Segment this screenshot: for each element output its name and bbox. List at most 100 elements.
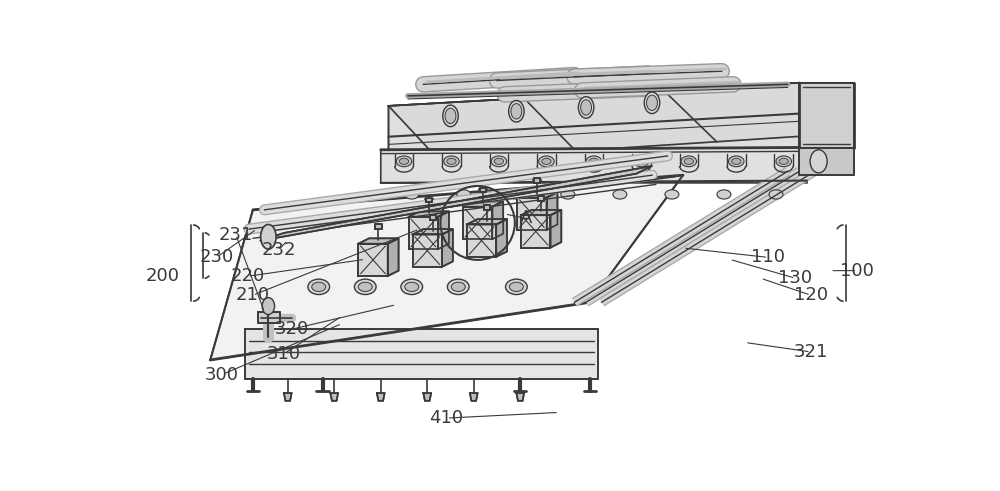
Polygon shape bbox=[423, 393, 431, 401]
Ellipse shape bbox=[509, 190, 523, 199]
Text: 321: 321 bbox=[794, 343, 828, 361]
Ellipse shape bbox=[561, 190, 575, 199]
Ellipse shape bbox=[637, 158, 646, 164]
Text: 130: 130 bbox=[778, 269, 812, 287]
Text: A: A bbox=[520, 210, 533, 227]
Text: 100: 100 bbox=[840, 262, 874, 280]
Polygon shape bbox=[799, 83, 854, 148]
Ellipse shape bbox=[681, 156, 697, 167]
Polygon shape bbox=[534, 178, 540, 183]
Polygon shape bbox=[463, 201, 503, 207]
Polygon shape bbox=[284, 393, 292, 401]
Ellipse shape bbox=[509, 101, 524, 122]
Polygon shape bbox=[480, 188, 486, 192]
Ellipse shape bbox=[491, 156, 507, 167]
Ellipse shape bbox=[684, 158, 693, 164]
Ellipse shape bbox=[581, 100, 592, 115]
Polygon shape bbox=[517, 197, 547, 230]
Ellipse shape bbox=[810, 150, 827, 173]
Ellipse shape bbox=[509, 282, 523, 292]
Text: 120: 120 bbox=[794, 286, 828, 304]
Polygon shape bbox=[426, 197, 432, 202]
Polygon shape bbox=[358, 244, 388, 276]
Ellipse shape bbox=[451, 282, 465, 292]
Ellipse shape bbox=[506, 279, 527, 295]
Text: 220: 220 bbox=[230, 267, 265, 285]
Text: 320: 320 bbox=[274, 320, 309, 338]
Polygon shape bbox=[516, 393, 524, 401]
Ellipse shape bbox=[262, 298, 275, 315]
Polygon shape bbox=[492, 201, 503, 239]
Polygon shape bbox=[521, 210, 561, 215]
Polygon shape bbox=[550, 210, 561, 247]
Ellipse shape bbox=[447, 279, 469, 295]
Polygon shape bbox=[413, 229, 453, 235]
Polygon shape bbox=[358, 238, 399, 244]
Ellipse shape bbox=[779, 158, 788, 164]
Polygon shape bbox=[470, 393, 478, 401]
Ellipse shape bbox=[586, 156, 602, 167]
Polygon shape bbox=[467, 219, 507, 224]
Polygon shape bbox=[799, 148, 854, 175]
Ellipse shape bbox=[729, 156, 744, 167]
Polygon shape bbox=[438, 212, 449, 249]
Ellipse shape bbox=[354, 279, 376, 295]
Ellipse shape bbox=[647, 95, 657, 110]
Polygon shape bbox=[381, 147, 807, 183]
Polygon shape bbox=[409, 212, 449, 217]
Text: 310: 310 bbox=[267, 345, 301, 363]
Ellipse shape bbox=[405, 282, 419, 292]
Ellipse shape bbox=[494, 158, 504, 164]
Polygon shape bbox=[377, 393, 385, 401]
Polygon shape bbox=[210, 175, 683, 360]
Ellipse shape bbox=[542, 158, 551, 164]
Text: 410: 410 bbox=[430, 409, 464, 427]
Polygon shape bbox=[430, 215, 436, 220]
Ellipse shape bbox=[769, 190, 783, 199]
Text: 231: 231 bbox=[219, 226, 253, 244]
Ellipse shape bbox=[732, 158, 741, 164]
Ellipse shape bbox=[312, 282, 326, 292]
Polygon shape bbox=[388, 83, 799, 171]
Ellipse shape bbox=[308, 279, 330, 295]
Text: 300: 300 bbox=[205, 366, 239, 383]
Polygon shape bbox=[258, 312, 280, 323]
Ellipse shape bbox=[589, 158, 599, 164]
Ellipse shape bbox=[261, 224, 276, 249]
Ellipse shape bbox=[776, 156, 792, 167]
Polygon shape bbox=[517, 192, 557, 197]
Ellipse shape bbox=[444, 156, 459, 167]
Polygon shape bbox=[413, 235, 442, 267]
Text: 230: 230 bbox=[199, 248, 234, 267]
Ellipse shape bbox=[443, 105, 458, 127]
Polygon shape bbox=[388, 238, 399, 276]
Ellipse shape bbox=[401, 279, 423, 295]
Polygon shape bbox=[521, 215, 550, 247]
Ellipse shape bbox=[405, 190, 419, 199]
Polygon shape bbox=[463, 207, 492, 239]
Ellipse shape bbox=[539, 156, 554, 167]
Ellipse shape bbox=[445, 108, 456, 124]
Polygon shape bbox=[261, 166, 652, 241]
Polygon shape bbox=[496, 219, 507, 257]
Ellipse shape bbox=[396, 156, 412, 167]
Polygon shape bbox=[484, 205, 490, 210]
Text: 110: 110 bbox=[751, 248, 785, 267]
Ellipse shape bbox=[644, 92, 660, 113]
Text: 200: 200 bbox=[145, 267, 179, 285]
Polygon shape bbox=[245, 329, 598, 379]
Ellipse shape bbox=[634, 156, 649, 167]
Ellipse shape bbox=[447, 158, 456, 164]
Ellipse shape bbox=[511, 104, 522, 119]
Polygon shape bbox=[538, 196, 544, 201]
Text: 210: 210 bbox=[236, 286, 270, 304]
Ellipse shape bbox=[665, 190, 679, 199]
Ellipse shape bbox=[613, 190, 627, 199]
Polygon shape bbox=[467, 224, 496, 257]
Polygon shape bbox=[388, 83, 854, 160]
Polygon shape bbox=[442, 229, 453, 267]
Polygon shape bbox=[547, 192, 557, 230]
Polygon shape bbox=[375, 224, 382, 229]
Ellipse shape bbox=[578, 97, 594, 118]
Polygon shape bbox=[330, 393, 338, 401]
